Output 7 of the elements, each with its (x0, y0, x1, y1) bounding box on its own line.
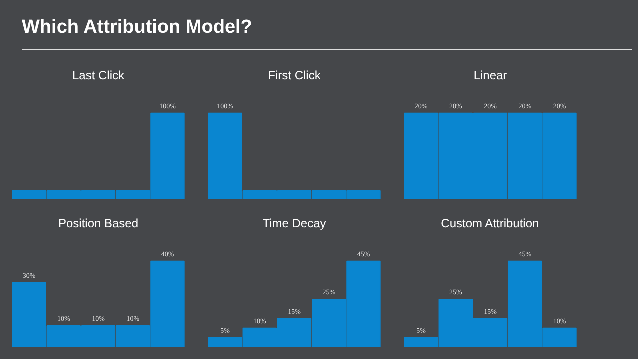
text: Which Attribution Model? (22, 16, 252, 40)
chart-title: Time Decay (262, 216, 326, 230)
chart-title: Linear (474, 68, 508, 82)
chart-title: Position Based (58, 216, 139, 230)
chart-title: Last Click (72, 68, 126, 82)
chart-title: First Click (268, 68, 322, 82)
chart-title: Custom Attribution (441, 216, 540, 230)
